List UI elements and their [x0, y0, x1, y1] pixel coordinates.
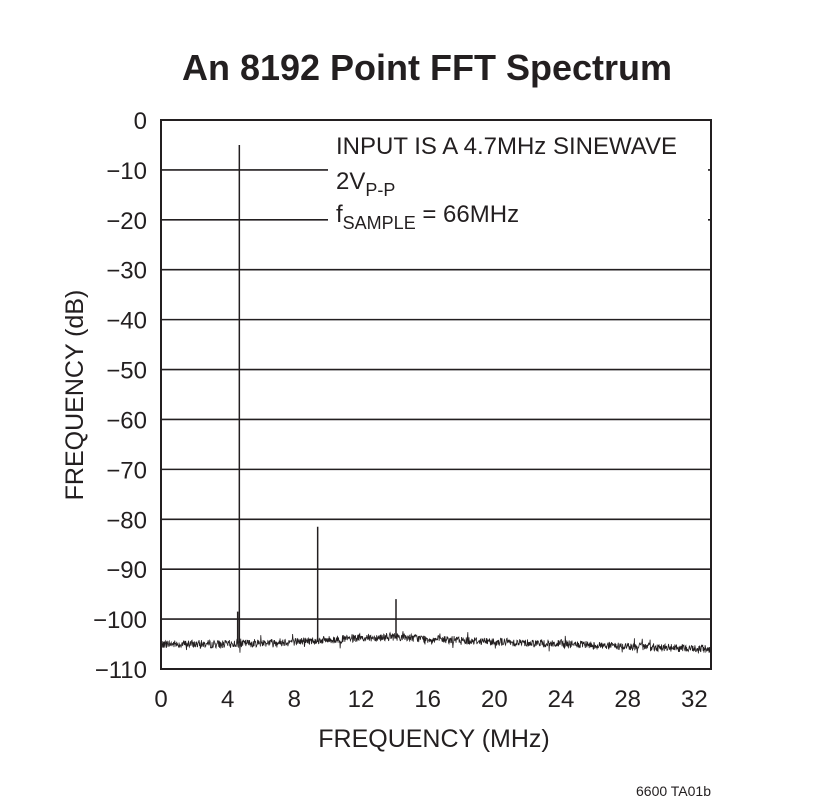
y-tick-label: −90 [106, 557, 147, 584]
x-tick-label: 24 [548, 686, 575, 713]
grid-lines [161, 169, 711, 620]
y-tick-label: −10 [106, 158, 147, 185]
y-tick-labels: 0 −10 −20 −30 −40 −50 −60 −70 −80 −90 −100 −110 [93, 108, 147, 684]
y-tick-label: −60 [106, 407, 147, 434]
annotation-sample-rate: fSAMPLE = 66MHz [336, 201, 519, 233]
y-tick-label: −50 [106, 358, 147, 385]
annotation-background [328, 128, 708, 232]
x-axis-label: FREQUENCY (MHz) [318, 725, 549, 753]
y-tick-label: −80 [106, 507, 147, 534]
y-tick-label: −110 [95, 657, 147, 684]
x-tick-label: 20 [481, 686, 508, 713]
annotation-voltage: 2VP-P [336, 168, 395, 200]
x-tick-labels: 0 4 8 12 16 20 24 28 32 [154, 686, 707, 713]
x-tick-label: 8 [288, 686, 301, 713]
x-tick-label: 32 [681, 686, 708, 713]
noise-floor-trace [160, 631, 712, 654]
y-axis-label: FREQUENCY (dB) [61, 290, 89, 501]
x-tick-label: 4 [221, 686, 234, 713]
x-tick-label: 0 [154, 686, 167, 713]
y-tick-label: −20 [106, 208, 147, 235]
y-tick-label: 0 [134, 108, 147, 135]
annotation-input: INPUT IS A 4.7MHz SINEWAVE [336, 133, 677, 160]
x-tick-label: 16 [414, 686, 441, 713]
y-tick-label: −30 [106, 258, 147, 285]
plot-frame [160, 119, 712, 670]
chart-title: An 8192 Point FFT Spectrum [182, 47, 672, 88]
x-tick-label: 12 [348, 686, 375, 713]
spectral-spurs [236, 144, 397, 644]
y-tick-label: −70 [106, 457, 147, 484]
y-tick-label: −40 [106, 308, 147, 335]
figure-code: 6600 TA01b [636, 783, 711, 799]
x-tick-label: 28 [614, 686, 641, 713]
y-tick-label: −100 [93, 607, 147, 634]
